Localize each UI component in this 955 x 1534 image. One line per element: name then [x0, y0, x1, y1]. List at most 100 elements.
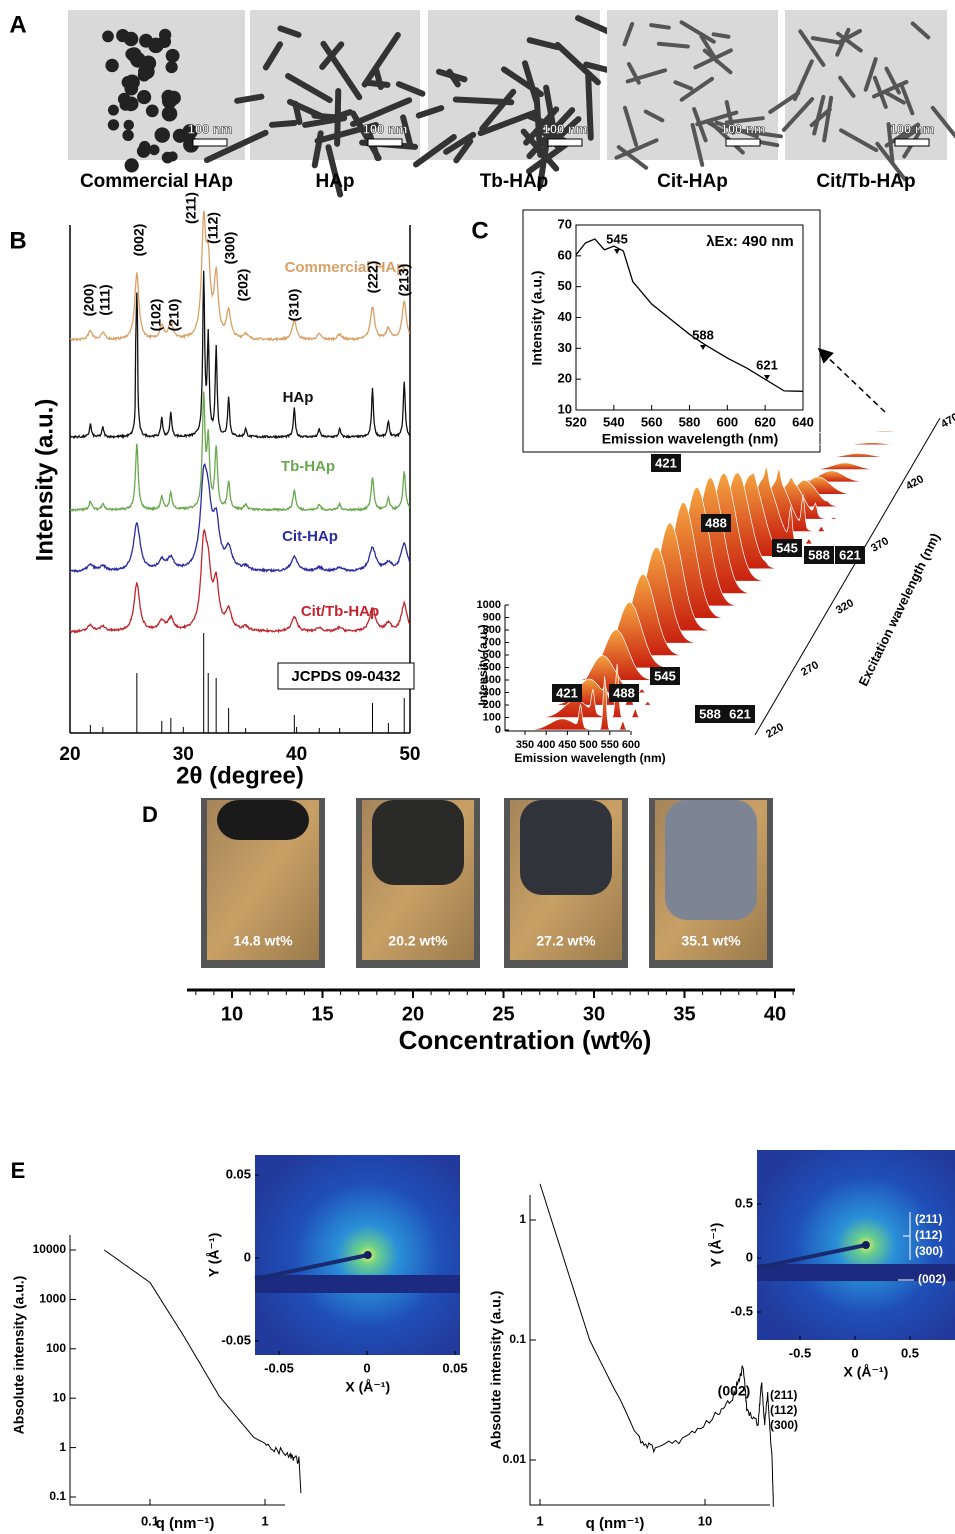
scale-bar-label: 100 nm [890, 121, 935, 136]
image-caption: Tb-HAp [480, 171, 549, 192]
particle [146, 105, 159, 118]
y-tick-label: 1000 [39, 1292, 66, 1306]
panel-label: C [471, 217, 488, 244]
particle [162, 152, 174, 164]
plane-label: (300) [222, 232, 238, 265]
particle [162, 106, 178, 122]
scale-bar-label: 100 nm [188, 121, 233, 136]
y-tick-label: -0.5 [731, 1303, 753, 1318]
y-tick-label: 10000 [33, 1242, 67, 1256]
plane-label: (200) [81, 284, 97, 317]
vial-label: 20.2 wt% [388, 933, 448, 949]
figure: A100 nmCommercial HAp100 nmHAp100 nmTb-H… [0, 0, 955, 1534]
scale-bar [548, 139, 582, 146]
dashed-arrow [820, 350, 885, 412]
plane-label: (310) [286, 289, 302, 322]
sample-label: HAp [283, 389, 314, 406]
x-tick-label: 500 [579, 739, 597, 751]
emission-ridge [832, 419, 938, 420]
peak-tag-label: 545 [776, 540, 798, 555]
axes [530, 1195, 770, 1505]
vial-label: 14.8 wt% [233, 933, 293, 949]
body: A100 nmCommercial HAp100 nmHAp100 nmTb-H… [0, 0, 955, 1534]
x-tick-label: 0.05 [442, 1360, 467, 1375]
xrd-pattern [70, 464, 410, 572]
y-tick-label: 1 [59, 1440, 66, 1454]
peak-label: 621 [756, 357, 778, 372]
page: Figure {"panel_a":{"label":"A","images":… [0, 0, 955, 1534]
peak-label: 545 [606, 231, 628, 246]
particle [155, 127, 170, 142]
x-axis-title: Concentration (wt%) [399, 1025, 652, 1055]
vial-sediment [665, 800, 757, 920]
scale-bar-label: 100 nm [363, 121, 408, 136]
x-tick-label: 30 [583, 1003, 605, 1025]
x-tick-label: 15 [311, 1003, 333, 1025]
plane-label: (111) [97, 284, 113, 315]
y-tick-label: 0.01 [503, 1452, 527, 1466]
image-caption: Commercial HAp [80, 171, 233, 192]
plane-label: (211) [183, 192, 199, 224]
panel-label: E [11, 1158, 26, 1183]
rod [295, 104, 299, 122]
x-tick-label: 1 [536, 1513, 543, 1528]
rod [237, 97, 261, 101]
z-tick-label: 270 [799, 659, 821, 679]
x-tick-label: 520 [565, 414, 587, 429]
y-tick-label: 30 [558, 340, 572, 355]
y-tick-label: 0.05 [226, 1166, 251, 1181]
peak-label: (002) [718, 1383, 751, 1399]
vial-sediment [372, 800, 464, 885]
rod [651, 25, 669, 27]
ring-label: (112) [915, 1228, 942, 1242]
particle [166, 61, 178, 73]
x-tick-label: 400 [537, 739, 555, 751]
y-tick-label: 900 [483, 611, 501, 623]
x-tick-label: 20 [402, 1003, 424, 1025]
particle [108, 119, 119, 130]
y-tick-label: 20 [558, 371, 572, 386]
rod [714, 34, 729, 36]
y-axis-title: Intensity (a.u.) [476, 624, 490, 705]
ring-label: (002) [918, 1272, 946, 1286]
particle [138, 69, 150, 81]
y-axis-title: Intensity (a.u.) [529, 271, 545, 366]
y-axis-title: Intensity (a.u.) [31, 399, 58, 562]
particle [124, 120, 134, 130]
x-axis-title: Emission wavelength (nm) [602, 431, 779, 447]
sample-label: Cit/Tb-HAp [301, 603, 379, 620]
peak-tag-label: 421 [556, 685, 578, 700]
peak-tag-label: 588 [699, 706, 721, 721]
plane-label: (112) [205, 212, 221, 244]
plane-label: (202) [235, 269, 251, 302]
x-tick-label: 1 [261, 1513, 268, 1528]
y-axis-title: Y (Å⁻¹) [206, 1233, 222, 1277]
x-tick-label: -0.5 [789, 1345, 811, 1360]
image-caption: Cit-HAp [657, 171, 728, 192]
z-tick-label: 420 [904, 473, 926, 493]
y-axis-title: Absolute intensity (a.u.) [488, 1291, 504, 1450]
x-tick-label: 25 [492, 1003, 514, 1025]
particle [105, 59, 118, 72]
y-tick-label: 0 [244, 1249, 251, 1264]
y-tick-label: 1000 [477, 599, 501, 611]
peak-label: (300) [770, 1418, 798, 1432]
x-tick-label: 540 [603, 414, 625, 429]
excitation-label: λEx: 490 nm [706, 233, 794, 250]
vial-sediment [520, 800, 612, 895]
y-tick-label: 0 [495, 724, 501, 736]
particle [149, 145, 160, 156]
particle [108, 105, 119, 116]
particle [158, 35, 171, 48]
peak-tag-label: 588 [808, 547, 830, 562]
y-tick-label: 0.1 [49, 1489, 66, 1503]
panel-label: B [9, 227, 26, 254]
x-tick-label: 40 [764, 1003, 786, 1025]
x-tick-label: 550 [601, 739, 619, 751]
y-axis-title: Y (Å⁻¹) [708, 1223, 724, 1267]
z-tick-label: 320 [834, 597, 856, 617]
y-tick-label: -0.05 [221, 1332, 251, 1347]
scale-bar [368, 139, 402, 146]
emission-ridge [782, 463, 888, 470]
x-tick-label: 20 [59, 744, 80, 765]
